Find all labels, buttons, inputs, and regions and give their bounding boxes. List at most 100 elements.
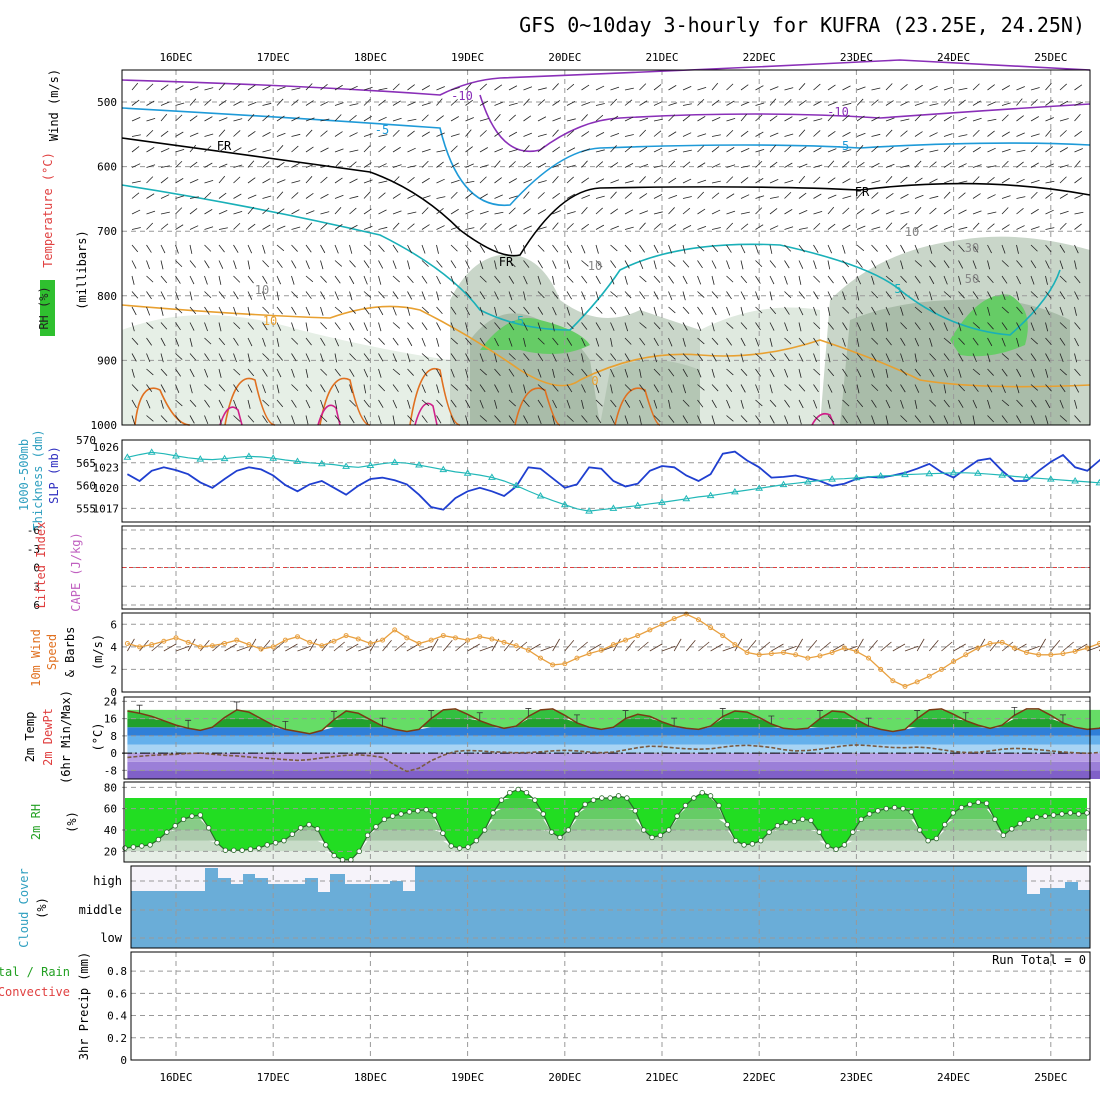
wind-barb [537, 180, 547, 184]
wind-barb [421, 102, 431, 106]
wind-barb [363, 191, 371, 199]
wind-barb [204, 275, 208, 285]
panel-temp [123, 696, 1091, 780]
wind-barb [392, 415, 396, 425]
wind-barb [682, 368, 688, 377]
wind-barb [146, 322, 154, 329]
wind-barb [1045, 180, 1055, 184]
wind-barb [392, 117, 402, 122]
wind-barb [972, 322, 981, 329]
wind-barb [624, 291, 632, 299]
wind-barb [682, 207, 691, 215]
wind-barb [798, 100, 807, 106]
wind-barb [291, 399, 297, 408]
date-label-top: 18DEC [354, 51, 387, 64]
temp-max-marker [573, 714, 580, 723]
wind-barb-10m [892, 643, 906, 652]
rh-marker [423, 807, 429, 813]
date-label-bottom: 18DEC [354, 1071, 387, 1084]
wind-barb [610, 244, 618, 252]
wind-barb [682, 115, 691, 122]
wind-barb [581, 353, 584, 363]
wind-barb [682, 178, 692, 184]
wind-barb [175, 244, 179, 254]
wind-barb [813, 384, 819, 393]
precip-axis-label: 3hr Precip (mm) [77, 952, 91, 1060]
wind-barb [624, 180, 634, 184]
wind-barb [740, 322, 748, 330]
wind-barb [349, 291, 353, 301]
wind-barb [856, 260, 863, 268]
wind-speed-marker [137, 644, 143, 650]
wind-barb [595, 224, 605, 230]
wind-barb [856, 191, 864, 199]
wind-barb [958, 275, 962, 285]
wind-barb [479, 176, 487, 184]
wind-barb [291, 226, 301, 230]
wind-barb [1059, 83, 1067, 91]
wind-barb [378, 415, 382, 425]
wind-barb [885, 193, 894, 199]
wind-barb [392, 368, 401, 376]
wind-barb [523, 306, 530, 315]
wind-barb [813, 353, 817, 363]
wind-barb [827, 148, 837, 153]
wind-barb [1045, 415, 1049, 425]
wind-barb [755, 306, 763, 314]
wind-barb [305, 291, 312, 299]
wind-barb-10m [479, 645, 494, 652]
wind-barb [189, 275, 195, 285]
pressure-tick: 900 [97, 354, 117, 367]
wind-barb [885, 275, 894, 283]
wind-barb [784, 337, 792, 345]
wind-barb [871, 209, 880, 215]
wind-barb [842, 85, 851, 91]
wind-barb [247, 415, 255, 423]
wind-barb [465, 399, 471, 409]
wind-speed-marker [307, 639, 313, 645]
wind-barb [233, 399, 238, 409]
wind-barb [929, 103, 939, 106]
wind-barb [595, 103, 605, 106]
rh-marker [1042, 813, 1048, 819]
slp-line [126, 450, 1100, 511]
wind-barb [827, 353, 831, 363]
wind-barb [711, 337, 719, 345]
wind-barb [291, 353, 297, 362]
wind-barb [508, 291, 513, 301]
wind-barb [276, 368, 282, 378]
rh-marker [1000, 832, 1007, 839]
wind-barb [943, 208, 952, 215]
wind-barb [552, 222, 559, 230]
wind-barb [668, 260, 676, 267]
wind-barb [131, 180, 141, 184]
rh-marker [1050, 812, 1057, 818]
wind-barb [175, 148, 185, 153]
wind-barb [798, 117, 808, 122]
date-label-top: 22DEC [743, 51, 776, 64]
wind-barb [392, 291, 399, 300]
wind-barb [349, 178, 358, 184]
wind-speed-marker [659, 621, 665, 627]
wind-barb [798, 275, 802, 285]
wind-barb [465, 415, 469, 425]
wind-barb [827, 244, 833, 254]
wind-barb [334, 131, 343, 137]
wind-barb [334, 415, 341, 423]
wind-barb [769, 368, 775, 378]
wind-barb [175, 306, 183, 314]
rh-marker [189, 813, 195, 819]
wind-barb [856, 337, 860, 347]
wind-barb [595, 132, 605, 137]
wind-barb [639, 100, 648, 106]
wind-barb [1074, 84, 1083, 91]
rh-tick: 20 [104, 845, 117, 858]
wind-barb [697, 116, 706, 122]
wind-barb [784, 260, 790, 269]
wind-barb [581, 194, 590, 199]
wind-barb [972, 260, 977, 270]
temp-tick: -8 [104, 764, 117, 777]
wind-barb [929, 384, 933, 394]
rh-band [125, 819, 1087, 860]
wind-barb [1030, 368, 1035, 378]
